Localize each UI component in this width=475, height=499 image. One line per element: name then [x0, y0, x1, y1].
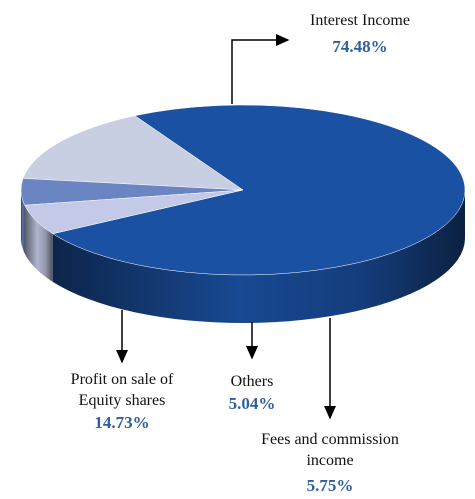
- value-label: 5.04%: [228, 394, 276, 413]
- pie-sides: [21, 190, 465, 323]
- slice: [24, 189, 244, 235]
- value-label: 14.73%: [94, 413, 150, 432]
- value-label: 5.75%: [306, 476, 354, 495]
- leader-line: [231, 34, 290, 104]
- slice-label: Profit on sale of Equity shares: [70, 371, 174, 409]
- slice-label: Interest Income: [310, 12, 410, 29]
- value-label: 74.48%: [332, 37, 388, 56]
- pie-tops: [20, 104, 466, 276]
- slice-label: Others: [230, 373, 274, 390]
- leader-lines: [116, 34, 336, 420]
- slice: [52, 104, 466, 276]
- slice-side-shade: [24, 205, 53, 282]
- slice-side-shade: [21, 190, 25, 254]
- slice-side-shade: [52, 190, 465, 323]
- slice-label: Fees and commission income: [261, 431, 399, 469]
- slice: [22, 115, 244, 191]
